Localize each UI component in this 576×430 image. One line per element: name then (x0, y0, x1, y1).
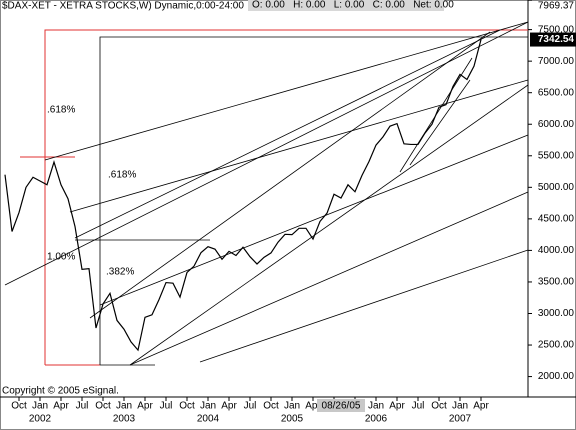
annotation: 1.00% (47, 252, 75, 263)
year-label: 2003 (113, 414, 136, 425)
annotation: .618% (108, 170, 136, 181)
ohlc-readout: O: 0.00 H: 0.00 L: 0.00 C: 0.00 Net: 0.0… (252, 0, 454, 11)
x-tick-label: Jul (160, 401, 173, 412)
x-tick-label: Jan (284, 401, 300, 412)
trend-line (89, 31, 491, 319)
trend-line (129, 84, 529, 366)
x-tick-label: Oct (263, 401, 279, 412)
x-tick-label: Jul (244, 401, 257, 412)
y-tick-label: 6000.00 (538, 119, 575, 130)
y-tick-label: 2500.00 (538, 340, 575, 351)
cursor-date: 08/26/05 (322, 401, 361, 412)
x-tick-label: Apr (53, 401, 69, 412)
x-tick-label: Jan (200, 401, 216, 412)
y-tick-label: 5000.00 (538, 182, 575, 193)
x-tick-label: Jan (116, 401, 132, 412)
price-line (4, 39, 482, 352)
y-tick-label: 7969.37 (538, 1, 575, 12)
y-tick-label: 5500.00 (538, 150, 575, 161)
y-tick-label: 3000.00 (538, 308, 575, 319)
red-box (44, 29, 528, 365)
x-tick-label: Apr (221, 401, 237, 412)
x-tick-label: Apr (389, 401, 405, 412)
last-price-box (530, 32, 576, 47)
annotation: .382% (106, 267, 134, 278)
x-tick-label: Jul (76, 401, 89, 412)
chart-title: $DAX-XET - XETRA STOCKS,W) Dynamic,0:00-… (2, 1, 244, 12)
annotation: .618% (47, 105, 75, 116)
year-label: 2004 (197, 414, 220, 425)
pitchfork-line (4, 21, 529, 286)
x-tick-label: Jan (368, 401, 384, 412)
year-label: 2005 (281, 414, 304, 425)
x-tick-label: Oct (95, 401, 111, 412)
x-tick-label: Apr (137, 401, 153, 412)
y-tick-label: 7500.00 (538, 24, 575, 35)
y-tick-label: 6500.00 (538, 87, 575, 98)
cursor-date-box (317, 399, 365, 412)
y-tick-label: 4000.00 (538, 245, 575, 256)
pitchfork-line (44, 21, 529, 161)
pitchfork-line (69, 79, 529, 213)
trend-line (74, 29, 501, 239)
black-box (99, 36, 528, 365)
y-tick-label: 7000.00 (538, 56, 575, 67)
x-tick-label: Apr (473, 401, 489, 412)
year-label: 2007 (449, 414, 472, 425)
x-tick-label: Apr (305, 401, 321, 412)
x-tick-label: Oct (11, 401, 27, 412)
channel-line (409, 79, 471, 166)
x-tick-label: Oct (179, 401, 195, 412)
y-tick-label: 2000.00 (538, 371, 575, 382)
x-tick-label: Jan (32, 401, 48, 412)
x-tick-label: Jul (412, 401, 425, 412)
year-label: 2006 (365, 414, 388, 425)
year-label: 2002 (29, 414, 52, 425)
y-tick-label: 4500.00 (538, 214, 575, 225)
x-tick-label: Jan (452, 401, 468, 412)
y-tick-label: 3500.00 (538, 277, 575, 288)
pitchfork-line (129, 191, 529, 366)
fibonacci-lines (4, 21, 529, 366)
x-tick-label: Oct (431, 401, 447, 412)
last-price-label: 7342.54 (538, 34, 575, 45)
readout-box (248, 0, 444, 11)
pitchfork-line (199, 249, 529, 363)
copyright: Copyright © 2005 eSignal. (2, 386, 119, 397)
pitchfork-line (99, 134, 529, 306)
